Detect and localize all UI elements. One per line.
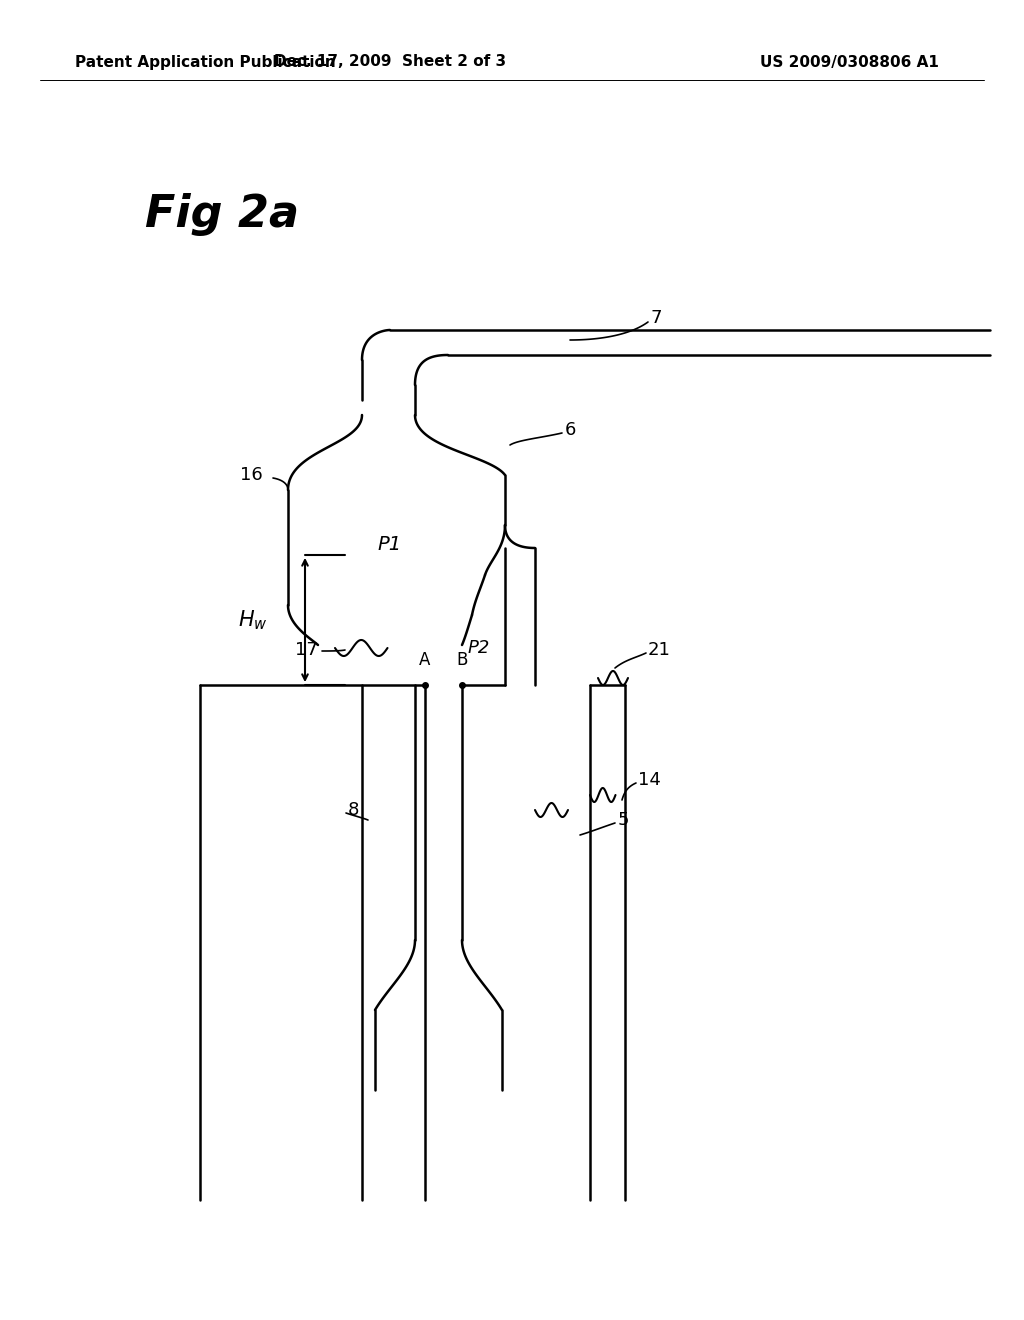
Text: B: B (457, 651, 468, 669)
Text: P2: P2 (468, 639, 490, 657)
Text: Dec. 17, 2009  Sheet 2 of 3: Dec. 17, 2009 Sheet 2 of 3 (274, 54, 506, 70)
Text: 5: 5 (618, 810, 630, 829)
Text: 7: 7 (650, 309, 662, 327)
Text: 8: 8 (348, 801, 359, 818)
Text: 6: 6 (565, 421, 577, 440)
Text: US 2009/0308806 A1: US 2009/0308806 A1 (760, 54, 939, 70)
Text: 14: 14 (638, 771, 660, 789)
Text: 21: 21 (648, 642, 671, 659)
Text: A: A (419, 651, 431, 669)
Text: Fig 2a: Fig 2a (145, 194, 299, 236)
Text: $H_w$: $H_w$ (239, 609, 268, 632)
Text: P1: P1 (378, 536, 402, 554)
Text: Patent Application Publication: Patent Application Publication (75, 54, 336, 70)
Text: 17: 17 (295, 642, 318, 659)
Text: 16: 16 (240, 466, 263, 484)
